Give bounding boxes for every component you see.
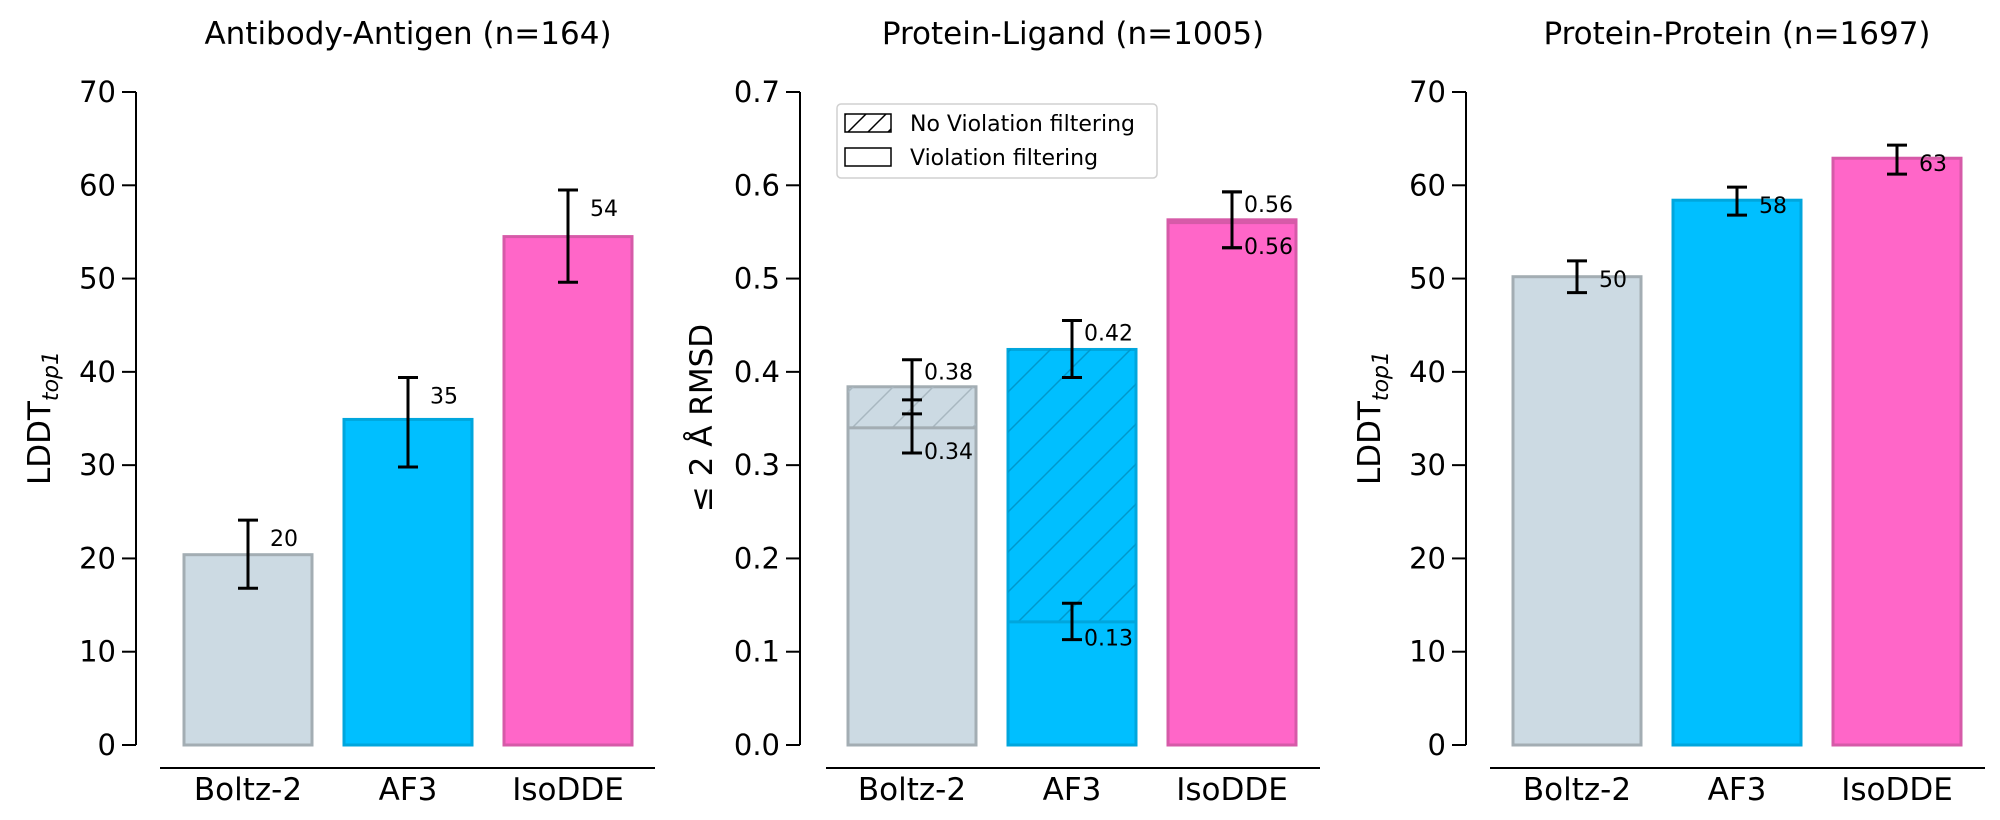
- y-tick-label: 60: [79, 168, 116, 202]
- data-label: 54: [590, 197, 618, 222]
- legend-swatch-solid: [844, 147, 892, 167]
- y-axis-label: ≤ 2 Å RMSD: [684, 324, 720, 512]
- x-tick-label: AF3: [1043, 772, 1102, 808]
- x-tick-label: AF3: [379, 772, 438, 808]
- data-label: 20: [270, 527, 298, 552]
- y-tick-label: 0.3: [734, 448, 780, 482]
- x-tick-label: Boltz-2: [858, 772, 966, 808]
- y-tick-label: 30: [79, 448, 116, 482]
- bar: [1511, 275, 1643, 747]
- chart-title: Antibody-Antigen (n=164): [204, 16, 611, 52]
- x-tick-label: AF3: [1708, 772, 1767, 808]
- legend-swatch-hatched: [844, 113, 892, 133]
- y-tick-label: 60: [1409, 168, 1446, 202]
- y-tick-label: 10: [79, 635, 116, 669]
- bar: [502, 235, 634, 747]
- data-label: 35: [430, 384, 458, 409]
- y-tick-label: 0.5: [734, 262, 780, 296]
- x-tick-label: Boltz-2: [1523, 772, 1631, 808]
- x-tick-label: IsoDDE: [1176, 772, 1288, 808]
- data-label: 0.34: [924, 440, 973, 465]
- data-label: 0.38: [924, 361, 973, 386]
- y-tick-label: 50: [1409, 262, 1446, 296]
- plot-area: 0.0 0.1 0.2 0.3 0.4 0.5 0.6 0.7 Boltz-2 0.38 0.34 A…: [734, 75, 1320, 808]
- bar-violation-filtering: [1166, 221, 1298, 747]
- y-tick-label: 70: [79, 75, 116, 109]
- y-axis-label: LDDTtop1: [22, 351, 64, 485]
- y-tick-label: 0: [1428, 728, 1446, 762]
- y-tick-label: 0.4: [734, 355, 780, 389]
- y-tick-label: 20: [79, 541, 116, 575]
- plot-area: 0 10 20 30 40 50 60 70 Boltz-2 50 AF3 58 IsoDDE 63: [1409, 75, 1985, 808]
- y-tick-label: 0: [98, 728, 116, 762]
- y-tick-label: 0.6: [734, 168, 780, 202]
- y-tick-label: 0.7: [734, 75, 780, 109]
- data-label: 0.42: [1084, 322, 1133, 347]
- plot-area: 0 10 20 30 40 50 60 70 Boltz-2 20 AF3 35 IsoDDE 54: [79, 75, 655, 808]
- data-label: 0.56: [1244, 193, 1293, 218]
- y-tick-label: 0.2: [734, 541, 780, 575]
- x-tick-label: Boltz-2: [194, 772, 302, 808]
- data-label: 58: [1759, 194, 1787, 219]
- data-label: 0.13: [1084, 627, 1133, 652]
- y-tick-label: 0.0: [734, 728, 780, 762]
- chart-title: Protein-Protein (n=1697): [1543, 16, 1930, 52]
- panel-protein-protein: Protein-Protein (n=1697) LDDTtop1 0 10 20 3…: [1352, 16, 1985, 808]
- y-axis-label: LDDTtop1: [1352, 351, 1394, 485]
- bar: [1831, 156, 1963, 747]
- y-tick-label: 50: [79, 262, 116, 296]
- legend: No Violation filtering Violation filteri…: [836, 103, 1158, 179]
- y-tick-label: 40: [79, 355, 116, 389]
- chart-title: Protein-Ligand (n=1005): [882, 16, 1264, 52]
- data-label: 63: [1919, 152, 1947, 177]
- panel-protein-ligand: Protein-Ligand (n=1005) ≤ 2 Å RMSD 0.00.…: [684, 16, 1320, 808]
- bar: [342, 417, 474, 747]
- panel-antibody-antigen: Antibody-Antigen (n=164) LDDTtop1 0 10 20 3…: [22, 16, 655, 808]
- y-tick-label: 0.1: [734, 635, 780, 669]
- bar-violation-filtering: [846, 426, 978, 747]
- data-label: 0.56: [1244, 235, 1293, 260]
- y-tick-label: 10: [1409, 635, 1446, 669]
- x-tick-label: IsoDDE: [512, 772, 624, 808]
- legend-label: Violation filtering: [910, 146, 1098, 171]
- data-label: 50: [1599, 268, 1627, 293]
- legend-frame: [836, 103, 1158, 179]
- y-tick-label: 30: [1409, 448, 1446, 482]
- y-tick-label: 20: [1409, 541, 1446, 575]
- bar-hatch: [1008, 349, 1136, 622]
- y-tick-label: 70: [1409, 75, 1446, 109]
- y-tick-label: 40: [1409, 355, 1446, 389]
- legend-label: No Violation filtering: [910, 112, 1135, 137]
- bar: [1671, 198, 1803, 747]
- bar-violation-filtering: [1006, 620, 1138, 747]
- x-tick-label: IsoDDE: [1841, 772, 1953, 808]
